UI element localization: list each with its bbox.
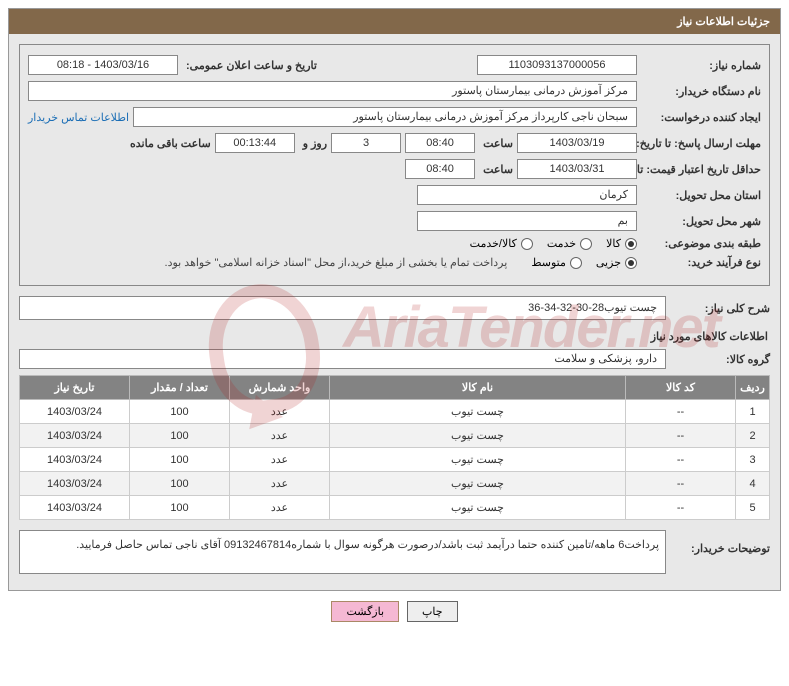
radio-khadamat-label: خدمت: [547, 237, 576, 250]
time-label-2: ساعت: [479, 163, 513, 176]
th-name: نام کالا: [330, 376, 626, 400]
group-label: گروه کالا:: [670, 353, 770, 366]
table-cell: عدد: [230, 472, 330, 496]
goods-info-title: اطلاعات کالاهای مورد نیاز: [21, 330, 768, 343]
table-row: 3--چست تیوبعدد1001403/03/24: [20, 448, 770, 472]
payment-note: پرداخت تمام یا بخشی از مبلغ خرید،از محل …: [28, 256, 507, 269]
table-row: 2--چست تیوبعدد1001403/03/24: [20, 424, 770, 448]
table-cell: 1403/03/24: [20, 472, 130, 496]
table-cell: چست تیوب: [330, 496, 626, 520]
table-cell: 100: [130, 496, 230, 520]
remaining-label: ساعت باقی مانده: [126, 137, 211, 150]
radio-jozi[interactable]: جزیی: [596, 256, 637, 269]
buyer-value: مرکز آموزش درمانی بیمارستان پاستور: [28, 81, 637, 101]
table-cell: 3: [736, 448, 770, 472]
back-button[interactable]: بازگشت: [331, 601, 399, 622]
city-label: شهر محل تحویل:: [641, 215, 761, 228]
table-cell: عدد: [230, 496, 330, 520]
radio-jozi-label: جزیی: [596, 256, 621, 269]
th-date: تاریخ نیاز: [20, 376, 130, 400]
process-label: نوع فرآیند خرید:: [641, 256, 761, 269]
table-cell: چست تیوب: [330, 448, 626, 472]
buyer-notes-value: پرداخت6 ماهه/تامین کننده حتما درآیمد ثبت…: [19, 530, 666, 574]
group-value: دارو، پزشکی و سلامت: [19, 349, 666, 369]
table-row: 1--چست تیوبعدد1001403/03/24: [20, 400, 770, 424]
table-cell: 100: [130, 400, 230, 424]
deadline-date: 1403/03/19: [517, 133, 637, 153]
province-label: استان محل تحویل:: [641, 189, 761, 202]
table-cell: چست تیوب: [330, 424, 626, 448]
radio-kalakhadmat[interactable]: کالا/خدمت: [470, 237, 533, 250]
table-cell: 4: [736, 472, 770, 496]
table-cell: --: [626, 448, 736, 472]
print-button[interactable]: چاپ: [407, 601, 458, 622]
city-value: بم: [417, 211, 637, 231]
table-cell: 100: [130, 424, 230, 448]
requester-label: ایجاد کننده درخواست:: [641, 111, 761, 124]
days-and-label: روز و: [299, 137, 327, 150]
table-cell: 1403/03/24: [20, 448, 130, 472]
need-number-value: 1103093137000056: [477, 55, 637, 75]
validity-label: حداقل تاریخ اعتبار قیمت: تا تاریخ:: [641, 163, 761, 176]
table-cell: --: [626, 424, 736, 448]
table-cell: 5: [736, 496, 770, 520]
th-unit: واحد شمارش: [230, 376, 330, 400]
table-row: 5--چست تیوبعدد1001403/03/24: [20, 496, 770, 520]
th-qty: تعداد / مقدار: [130, 376, 230, 400]
need-number-label: شماره نیاز:: [641, 59, 761, 72]
table-row: 4--چست تیوبعدد1001403/03/24: [20, 472, 770, 496]
table-cell: عدد: [230, 424, 330, 448]
th-row: ردیف: [736, 376, 770, 400]
table-cell: 2: [736, 424, 770, 448]
table-cell: --: [626, 472, 736, 496]
table-cell: 100: [130, 472, 230, 496]
radio-motevaset[interactable]: متوسط: [531, 256, 582, 269]
radio-khadamat[interactable]: خدمت: [547, 237, 592, 250]
days-value: 3: [331, 133, 401, 153]
table-cell: 1403/03/24: [20, 496, 130, 520]
countdown-value: 00:13:44: [215, 133, 295, 153]
category-label: طبقه بندی موضوعی:: [641, 237, 761, 250]
table-cell: --: [626, 400, 736, 424]
table-cell: 1403/03/24: [20, 424, 130, 448]
deadline-label: مهلت ارسال پاسخ: تا تاریخ:: [641, 137, 761, 150]
table-cell: 100: [130, 448, 230, 472]
province-value: کرمان: [417, 185, 637, 205]
contact-link[interactable]: اطلاعات تماس خریدار: [28, 111, 129, 124]
buyer-label: نام دستگاه خریدار:: [641, 85, 761, 98]
radio-kala[interactable]: کالا: [606, 237, 637, 250]
radio-kala-label: کالا: [606, 237, 621, 250]
announce-label: تاریخ و ساعت اعلان عمومی:: [182, 59, 317, 72]
details-fieldset: شماره نیاز: 1103093137000056 تاریخ و ساع…: [19, 44, 770, 286]
table-cell: عدد: [230, 400, 330, 424]
table-cell: 1403/03/24: [20, 400, 130, 424]
desc-label: شرح کلی نیاز:: [670, 302, 770, 315]
table-cell: --: [626, 496, 736, 520]
validity-date: 1403/03/31: [517, 159, 637, 179]
radio-kalakhadmat-label: کالا/خدمت: [470, 237, 517, 250]
validity-time: 08:40: [405, 159, 475, 179]
table-cell: چست تیوب: [330, 400, 626, 424]
deadline-time: 08:40: [405, 133, 475, 153]
requester-value: سبحان ناجی کارپرداز مرکز آموزش درمانی بی…: [133, 107, 637, 127]
radio-motevaset-label: متوسط: [531, 256, 566, 269]
buyer-notes-label: توضیحات خریدار:: [670, 530, 770, 555]
table-cell: چست تیوب: [330, 472, 626, 496]
desc-value: چست تیوب28-30-32-34-36: [19, 296, 666, 320]
panel-header: جزئیات اطلاعات نیاز: [9, 9, 780, 34]
time-label-1: ساعت: [479, 137, 513, 150]
announce-value: 1403/03/16 - 08:18: [28, 55, 178, 75]
table-cell: 1: [736, 400, 770, 424]
th-code: کد کالا: [626, 376, 736, 400]
table-cell: عدد: [230, 448, 330, 472]
goods-table: ردیف کد کالا نام کالا واحد شمارش تعداد /…: [19, 375, 770, 520]
